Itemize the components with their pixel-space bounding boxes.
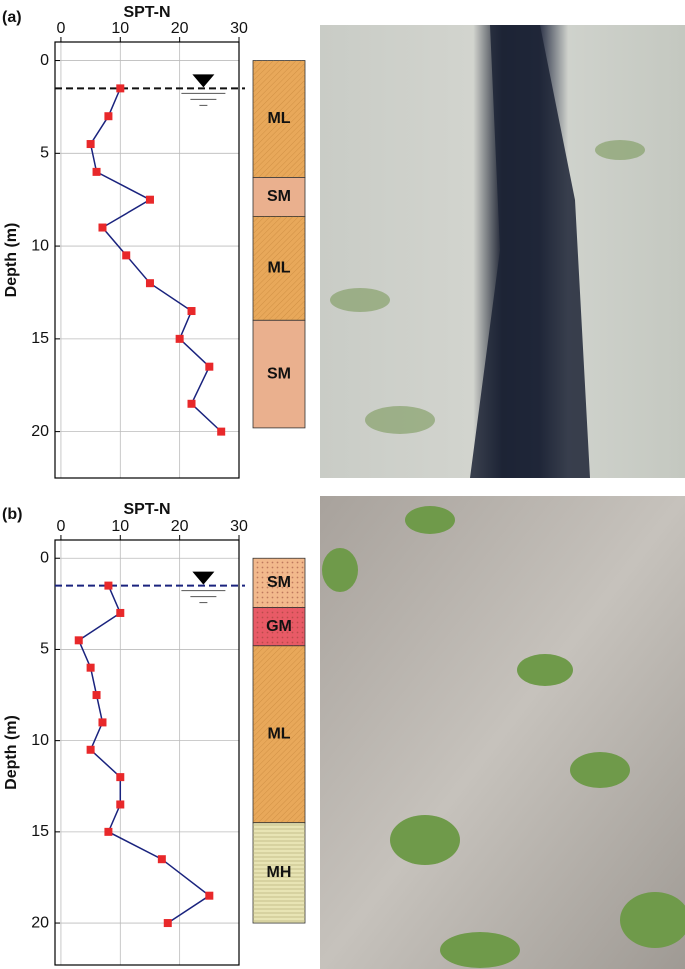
photo-field <box>320 496 685 969</box>
spt-marker <box>116 608 125 617</box>
soil-label: SM <box>267 574 291 591</box>
x-tick-label: 10 <box>111 20 129 37</box>
spt-marker <box>92 691 101 700</box>
spt-marker <box>122 251 131 260</box>
spt-marker <box>205 891 214 900</box>
soil-pattern <box>253 645 305 823</box>
spt-panel: (a) SPT-N Depth (m) 0 10 20 30 0 5 10 15 20 ML SM ML SM <box>2 4 306 479</box>
soil-pattern <box>253 60 305 178</box>
y-axis-title: Depth (m) <box>3 223 20 298</box>
y-tick-label: 20 <box>31 423 49 440</box>
plot-frame <box>54 539 240 966</box>
y-tick-label: 10 <box>31 732 49 749</box>
chart-title: SPT-N <box>123 4 170 21</box>
spt-marker <box>104 581 113 590</box>
soil-label: ML <box>267 260 290 277</box>
y-tick-label: 5 <box>40 641 49 658</box>
y-tick-label: 0 <box>40 52 49 69</box>
x-tick-label: 30 <box>230 518 248 535</box>
panel-label: (a) <box>2 9 22 26</box>
soil-label: ML <box>267 725 290 742</box>
soil-pattern <box>253 177 305 217</box>
soil-label: MH <box>267 864 292 881</box>
soil-pattern <box>253 558 305 608</box>
soil-label: SM <box>267 188 291 205</box>
spt-marker <box>92 167 101 176</box>
panel-label: (b) <box>2 506 22 523</box>
x-tick-label: 20 <box>171 20 189 37</box>
x-tick-label: 10 <box>111 518 129 535</box>
spt-marker <box>205 362 214 371</box>
spt-marker <box>145 195 154 204</box>
spt-panel: (b) SPT-N Depth (m) 0 10 20 30 0 5 10 15 20 SM GM ML MH <box>2 501 306 966</box>
y-tick-label: 0 <box>40 549 49 566</box>
y-axis-title: Depth (m) <box>3 715 20 790</box>
water-table-symbol <box>192 74 215 88</box>
spt-line <box>89 88 222 433</box>
plot-frame <box>54 41 240 479</box>
chart-title: SPT-N <box>123 501 170 518</box>
soil-label: GM <box>266 618 292 635</box>
soil-pattern <box>253 320 305 428</box>
spt-marker <box>187 399 196 408</box>
y-tick-label: 15 <box>31 823 49 840</box>
spt-marker <box>104 827 113 836</box>
y-tick-label: 10 <box>31 237 49 254</box>
spt-line <box>77 585 211 924</box>
x-tick-label: 20 <box>171 518 189 535</box>
soil-pattern <box>253 216 305 321</box>
spt-marker <box>74 636 83 645</box>
y-tick-label: 5 <box>40 145 49 162</box>
spt-marker <box>98 718 107 727</box>
spt-marker <box>163 919 172 928</box>
soil-label: SM <box>267 365 291 382</box>
spt-marker <box>104 112 113 121</box>
spt-marker <box>217 427 226 436</box>
x-tick-label: 0 <box>56 518 65 535</box>
spt-marker <box>86 663 95 672</box>
spt-marker <box>145 279 154 288</box>
spt-marker <box>116 773 125 782</box>
soil-pattern <box>253 607 305 646</box>
y-tick-label: 20 <box>31 914 49 931</box>
spt-marker <box>116 84 125 93</box>
spt-marker <box>157 855 166 864</box>
y-tick-label: 15 <box>31 330 49 347</box>
spt-marker <box>116 800 125 809</box>
soil-pattern <box>253 822 305 924</box>
spt-marker <box>187 307 196 316</box>
x-tick-label: 0 <box>56 20 65 37</box>
spt-marker <box>98 223 107 232</box>
spt-marker <box>86 140 95 149</box>
soil-label: ML <box>267 110 290 127</box>
spt-marker <box>175 334 184 343</box>
x-tick-label: 30 <box>230 20 248 37</box>
photo-crack <box>320 25 685 478</box>
water-table-symbol <box>192 571 215 585</box>
spt-marker <box>86 745 95 754</box>
